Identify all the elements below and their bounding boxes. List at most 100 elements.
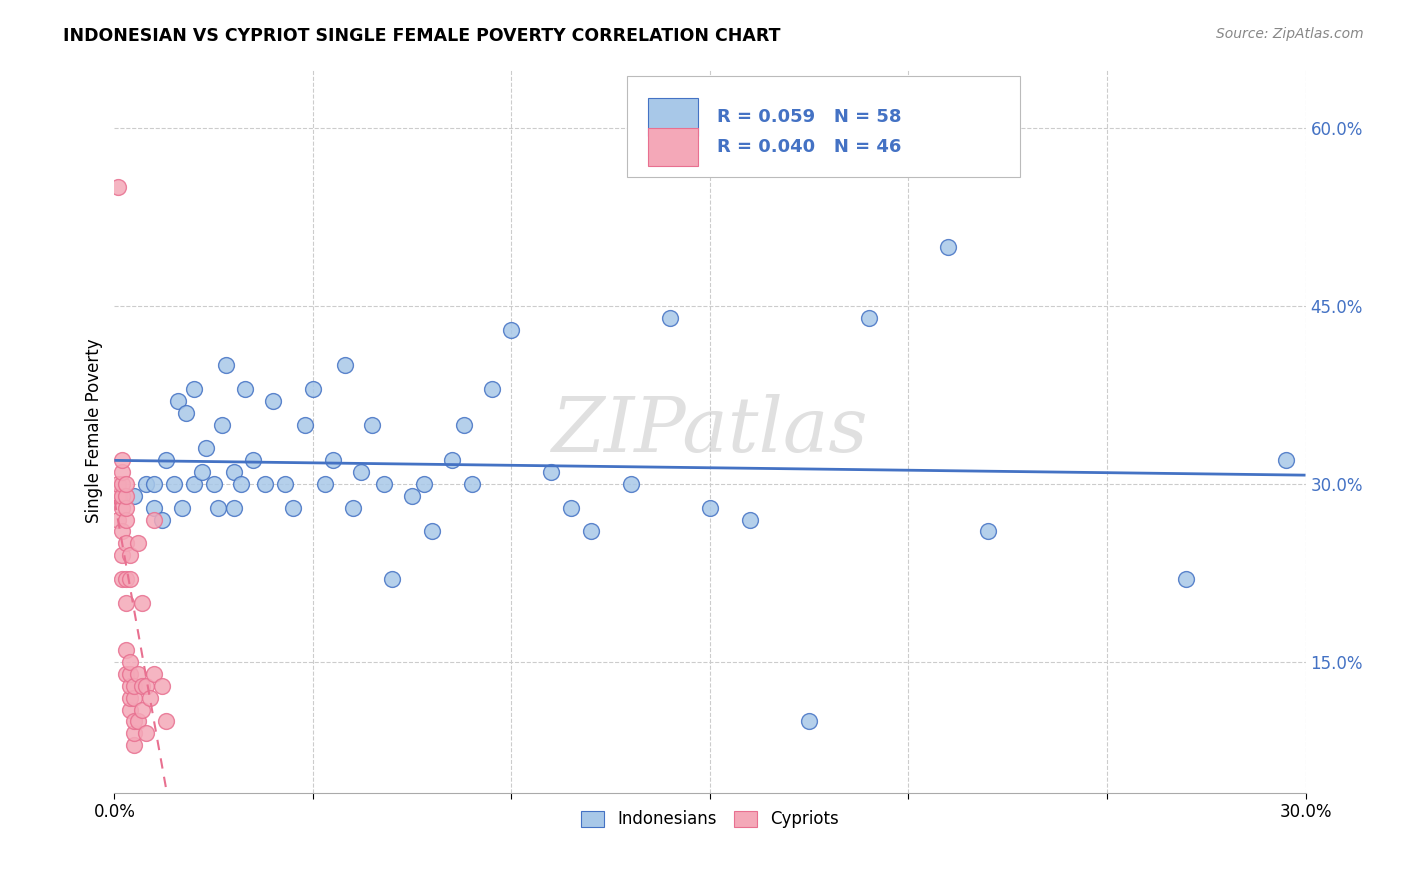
Point	[738, 513, 761, 527]
Point	[413, 477, 436, 491]
Text: R = 0.059   N = 58: R = 0.059 N = 58	[717, 108, 901, 126]
Point	[254, 477, 277, 491]
Point	[190, 465, 212, 479]
Point	[202, 477, 225, 491]
Point	[115, 500, 138, 515]
Point	[155, 453, 177, 467]
Point	[235, 382, 257, 396]
Point	[167, 393, 190, 408]
FancyBboxPatch shape	[627, 76, 1019, 178]
Point	[560, 500, 582, 515]
Point	[936, 239, 959, 253]
Point	[155, 714, 177, 729]
Point	[120, 667, 142, 681]
Point	[222, 465, 245, 479]
Point	[274, 477, 297, 491]
Point	[122, 690, 145, 705]
Point	[214, 359, 236, 373]
Point	[540, 465, 562, 479]
Point	[294, 417, 316, 432]
Point	[211, 417, 233, 432]
Point	[107, 489, 129, 503]
Point	[461, 477, 484, 491]
Point	[120, 655, 142, 669]
Point	[242, 453, 264, 467]
Point	[111, 572, 134, 586]
Text: Source: ZipAtlas.com: Source: ZipAtlas.com	[1216, 27, 1364, 41]
Point	[143, 500, 166, 515]
Point	[127, 667, 149, 681]
Point	[127, 536, 149, 550]
Point	[122, 489, 145, 503]
Point	[342, 500, 364, 515]
Point	[183, 477, 205, 491]
Point	[115, 489, 138, 503]
Point	[619, 477, 641, 491]
Point	[349, 465, 371, 479]
Point	[122, 714, 145, 729]
Point	[453, 417, 475, 432]
Point	[143, 513, 166, 527]
Text: ZIPatlas: ZIPatlas	[551, 393, 869, 467]
Point	[699, 500, 721, 515]
Point	[481, 382, 503, 396]
Point	[174, 406, 197, 420]
Point	[420, 524, 443, 539]
Point	[381, 572, 404, 586]
Point	[127, 714, 149, 729]
Point	[799, 714, 821, 729]
Point	[139, 690, 162, 705]
Point	[131, 702, 153, 716]
Point	[115, 596, 138, 610]
Point	[281, 500, 304, 515]
Point	[858, 310, 880, 325]
Point	[111, 465, 134, 479]
Point	[115, 536, 138, 550]
Point	[107, 513, 129, 527]
Point	[1274, 453, 1296, 467]
Point	[314, 477, 336, 491]
Point	[135, 477, 157, 491]
Point	[1175, 572, 1198, 586]
Point	[120, 690, 142, 705]
Point	[222, 500, 245, 515]
Point	[131, 596, 153, 610]
Point	[170, 500, 193, 515]
Point	[659, 310, 682, 325]
Point	[207, 500, 229, 515]
Point	[401, 489, 423, 503]
Point	[143, 477, 166, 491]
FancyBboxPatch shape	[648, 128, 697, 166]
Point	[115, 643, 138, 657]
Point	[115, 572, 138, 586]
Point	[322, 453, 344, 467]
Point	[107, 477, 129, 491]
Point	[122, 679, 145, 693]
Point	[183, 382, 205, 396]
Point	[361, 417, 384, 432]
Point	[373, 477, 395, 491]
Point	[107, 180, 129, 194]
Point	[115, 667, 138, 681]
Text: INDONESIAN VS CYPRIOT SINGLE FEMALE POVERTY CORRELATION CHART: INDONESIAN VS CYPRIOT SINGLE FEMALE POVE…	[63, 27, 780, 45]
Point	[120, 702, 142, 716]
Point	[111, 489, 134, 503]
Point	[111, 477, 134, 491]
Point	[115, 477, 138, 491]
Point	[194, 442, 217, 456]
Point	[440, 453, 463, 467]
Legend: Indonesians, Cypriots: Indonesians, Cypriots	[574, 804, 846, 835]
Point	[120, 679, 142, 693]
Point	[120, 548, 142, 562]
Point	[977, 524, 1000, 539]
Point	[131, 679, 153, 693]
Point	[150, 513, 173, 527]
Point	[163, 477, 186, 491]
Point	[115, 513, 138, 527]
Point	[302, 382, 325, 396]
Point	[501, 323, 523, 337]
FancyBboxPatch shape	[648, 98, 697, 136]
Point	[143, 667, 166, 681]
Point	[135, 679, 157, 693]
Point	[262, 393, 284, 408]
